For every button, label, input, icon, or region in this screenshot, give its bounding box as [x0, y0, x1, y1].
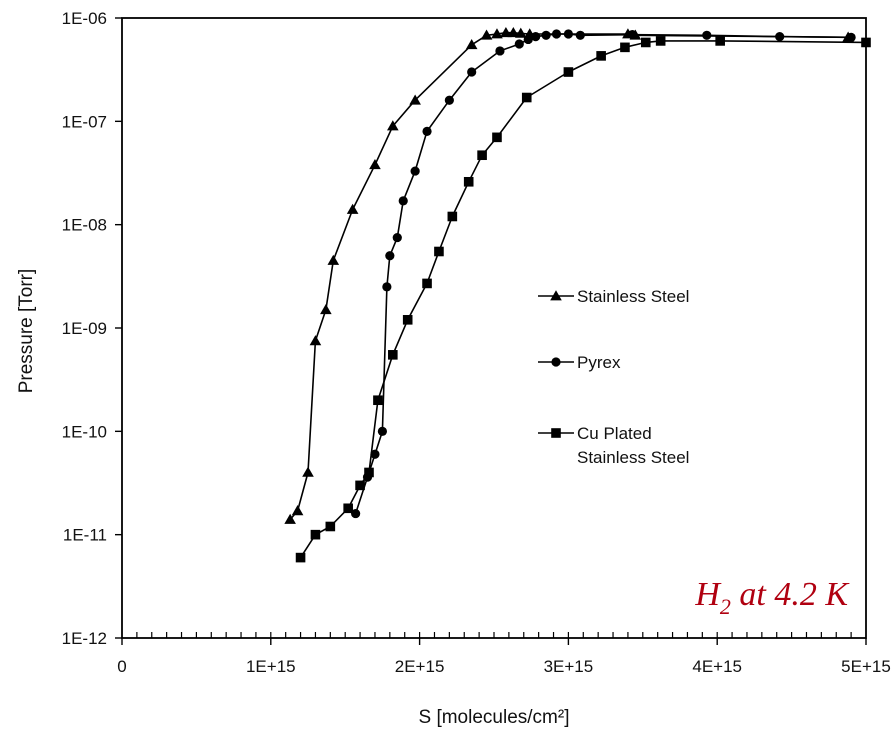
data-point — [388, 350, 398, 360]
data-point — [523, 34, 533, 45]
legend-item-stainless-steel: Stainless Steel — [538, 287, 689, 306]
data-point — [480, 29, 493, 40]
data-point — [364, 467, 374, 478]
data-point — [369, 158, 381, 170]
y-tick-label: 1E-12 — [62, 629, 107, 648]
data-point — [715, 36, 725, 46]
data-point — [346, 203, 359, 214]
x-tick-label: 5E+15 — [841, 657, 891, 676]
data-point — [491, 28, 503, 39]
data-point — [846, 32, 856, 42]
data-point — [465, 39, 478, 50]
data-point — [327, 254, 340, 265]
data-point — [492, 132, 502, 143]
data-point — [422, 126, 432, 136]
data-point — [507, 26, 520, 38]
data-point — [355, 480, 365, 491]
data-point — [514, 27, 527, 38]
data-point — [382, 282, 392, 292]
data-point — [467, 67, 477, 77]
data-point — [531, 32, 541, 42]
legend-marker — [551, 428, 561, 438]
data-point — [398, 196, 408, 206]
y-tick-label: 1E-06 — [62, 9, 107, 28]
data-point — [385, 251, 395, 261]
plot-frame — [121, 17, 867, 639]
data-point — [377, 426, 387, 436]
data-point — [410, 166, 420, 176]
legend-label: Pyrex — [577, 353, 621, 372]
data-point — [563, 29, 574, 39]
y-tick-label: 1E-09 — [62, 319, 107, 338]
data-point — [387, 120, 399, 131]
data-point — [521, 92, 532, 103]
annotation-subscript: 2 — [720, 594, 731, 619]
x-tick-label: 3E+15 — [544, 657, 594, 676]
data-point — [422, 278, 432, 289]
data-point — [563, 67, 574, 77]
y-tick-label: 1E-07 — [62, 112, 107, 131]
data-point — [310, 529, 321, 540]
y-axis-title: Pressure [Torr] — [16, 269, 37, 394]
data-point — [343, 503, 353, 514]
series-stainless-steel — [284, 26, 854, 524]
data-point — [447, 211, 458, 222]
y-tick-label: 1E-11 — [63, 526, 107, 545]
series-pyrex — [351, 29, 856, 519]
legend-label: Stainless Steel — [577, 287, 689, 306]
data-point — [370, 449, 380, 459]
x-tick-label: 2E+15 — [395, 657, 445, 676]
data-point — [500, 26, 512, 38]
data-point — [655, 36, 666, 46]
legend-marker — [551, 357, 561, 367]
x-tick-label: 4E+15 — [692, 657, 742, 676]
data-point — [373, 395, 383, 406]
data-point — [302, 466, 314, 477]
data-point — [463, 176, 474, 187]
data-point — [541, 30, 551, 40]
legend-marker — [550, 290, 562, 301]
temperature-annotation: H2 at 4.2 K — [694, 576, 850, 619]
legend: Stainless Steel Pyrex Cu Plated Stainless S… — [538, 287, 689, 467]
y-tick-label: 1E-08 — [62, 216, 107, 235]
series-line — [289, 31, 849, 521]
data-point — [402, 315, 413, 325]
legend-item-pyrex: Pyrex — [538, 353, 621, 372]
x-tick-label: 1E+15 — [246, 657, 296, 676]
data-point — [640, 37, 651, 48]
data-point — [291, 505, 304, 516]
data-point — [575, 30, 585, 40]
y-tick-label: 1E-10 — [62, 422, 107, 441]
data-point — [596, 51, 606, 61]
annotation-main: H — [694, 576, 722, 613]
data-point — [295, 552, 306, 563]
data-point — [495, 46, 505, 56]
annotation-rest: at 4.2 K — [731, 576, 850, 613]
data-point — [514, 39, 524, 49]
data-point — [351, 508, 361, 519]
data-point — [392, 232, 402, 243]
x-tick-label: 0 — [117, 657, 126, 676]
data-point — [444, 95, 454, 105]
data-point — [320, 304, 332, 315]
data-point — [284, 513, 296, 524]
data-point — [309, 335, 322, 346]
legend-item-cu-plated-stainless-steel: Cu Plated Stainless Steel — [538, 424, 689, 467]
tick-labels: 0 1E+15 2E+15 3E+15 4E+15 5E+15 1E-06 1E-07 1E-0… — [62, 9, 891, 676]
data-point — [477, 150, 487, 161]
series-line — [354, 33, 852, 514]
legend-label: Cu Plated Stainless Steel — [577, 424, 689, 467]
data-point — [702, 30, 712, 40]
data-point — [775, 32, 785, 42]
data-point — [551, 29, 562, 39]
data-point — [627, 30, 637, 40]
data-point — [325, 521, 336, 532]
axis-ticks — [115, 17, 867, 645]
x-axis-title: S [molecules/cm²] — [419, 707, 570, 728]
data-point — [409, 94, 421, 105]
data-point — [620, 42, 630, 53]
data-point — [434, 246, 444, 257]
